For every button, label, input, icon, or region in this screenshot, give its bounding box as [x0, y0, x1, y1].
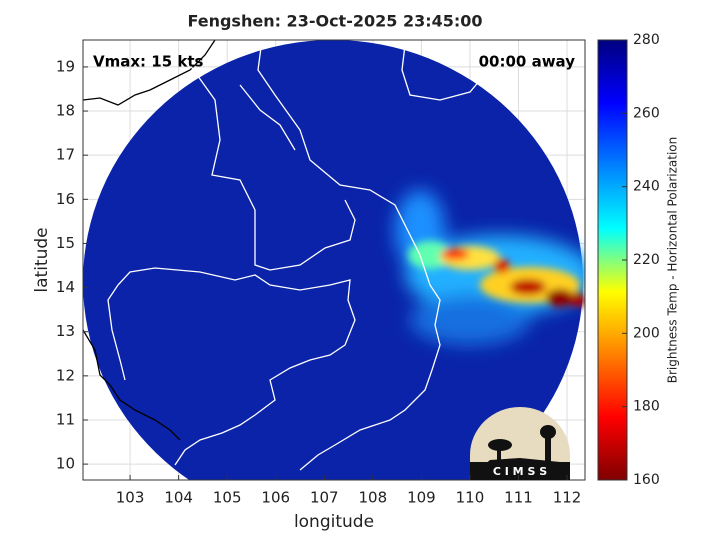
y-tick-label: 18 [56, 102, 75, 120]
colorbar-tick-label: 160 [633, 472, 660, 488]
y-tick-label: 13 [56, 322, 75, 340]
logo: C I M S S [470, 407, 570, 480]
y-tick-label: 14 [56, 278, 75, 296]
swath [83, 40, 585, 480]
x-tick-label: 109 [407, 489, 436, 507]
swath-disk [83, 40, 583, 480]
y-tick-label: 15 [56, 234, 75, 252]
x-tick-label: 108 [359, 489, 388, 507]
colorbar-tick-label: 200 [633, 325, 660, 341]
x-tick-label: 110 [456, 489, 485, 507]
x-tick-label: 112 [553, 489, 582, 507]
x-tick-label: 111 [504, 489, 533, 507]
axes-frame [82, 39, 586, 481]
y-axis-label: latitude [32, 227, 52, 292]
colorbar-tick-label: 180 [633, 399, 660, 415]
y-tick-label: 10 [56, 455, 75, 473]
colorbar-tick-label: 260 [633, 105, 660, 121]
y-tick-label: 17 [56, 146, 75, 164]
colorbar-tick-label: 280 [633, 32, 660, 48]
x-tick-label: 107 [310, 489, 339, 507]
x-tick-label: 105 [213, 489, 242, 507]
chart-title: Fengshen: 23-Oct-2025 23:45:00 [187, 12, 482, 31]
annotation: 00:00 away [479, 53, 576, 71]
y-tick-label: 19 [56, 57, 75, 75]
colorbar-label: Brightness Temp - Horizontal Polarizatio… [666, 137, 680, 384]
colorbar-tick-label: 240 [633, 179, 660, 195]
logo-text: C I M S S [493, 465, 547, 478]
x-axis-label: longitude [294, 512, 374, 532]
y-tick-label: 11 [56, 410, 75, 428]
y-tick-label: 16 [56, 190, 75, 208]
x-tick-label: 104 [164, 489, 193, 507]
x-tick-label: 106 [261, 489, 290, 507]
x-tick-label: 103 [116, 489, 145, 507]
annotation: Vmax: 15 kts [93, 53, 203, 71]
y-tick-label: 12 [56, 366, 75, 384]
coastlines [83, 40, 511, 471]
colorbar-tick-label: 220 [633, 252, 660, 268]
